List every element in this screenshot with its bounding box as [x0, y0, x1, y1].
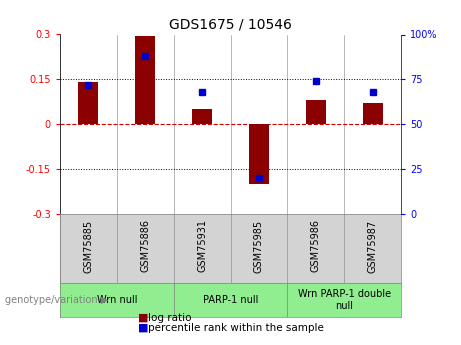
Title: GDS1675 / 10546: GDS1675 / 10546	[169, 18, 292, 32]
Text: GSM75987: GSM75987	[367, 219, 378, 273]
Bar	[363, 103, 383, 124]
Text: log ratio: log ratio	[148, 313, 191, 323]
Text: Wrn PARP-1 double
null: Wrn PARP-1 double null	[298, 289, 391, 311]
Text: GSM75931: GSM75931	[197, 219, 207, 273]
Text: Wrn null: Wrn null	[96, 295, 137, 305]
Text: ■: ■	[138, 313, 149, 323]
Text: PARP-1 null: PARP-1 null	[203, 295, 258, 305]
Text: GSM75986: GSM75986	[311, 219, 321, 273]
Text: GSM75885: GSM75885	[83, 219, 94, 273]
Bar	[135, 36, 155, 124]
Text: GSM75886: GSM75886	[140, 219, 150, 273]
Text: GSM75985: GSM75985	[254, 219, 264, 273]
Bar	[306, 100, 326, 124]
Bar	[249, 124, 269, 184]
Bar	[192, 109, 212, 124]
Bar	[78, 82, 98, 124]
Text: genotype/variation ▶: genotype/variation ▶	[5, 295, 108, 305]
Text: percentile rank within the sample: percentile rank within the sample	[148, 323, 324, 333]
Text: ■: ■	[138, 323, 149, 333]
